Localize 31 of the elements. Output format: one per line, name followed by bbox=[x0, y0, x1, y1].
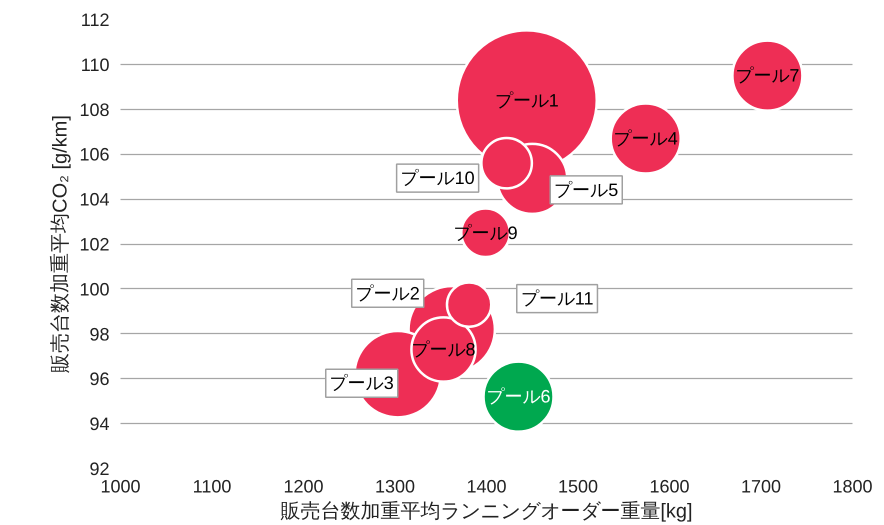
x-tick-label: 1100 bbox=[192, 476, 232, 496]
series-label: プール11 bbox=[520, 288, 594, 309]
y-tick-label: 96 bbox=[89, 369, 110, 390]
x-tick-label: 1200 bbox=[283, 476, 324, 496]
y-tick-label: 112 bbox=[80, 10, 110, 30]
y-tick-label: 106 bbox=[79, 144, 110, 165]
y-tick-label: 102 bbox=[79, 234, 110, 254]
x-tick-label: 1300 bbox=[374, 476, 416, 496]
y-tick-label: 110 bbox=[80, 54, 110, 75]
series-label: プール3 bbox=[330, 373, 394, 394]
series-label: プール4 bbox=[614, 128, 678, 148]
series-label: プール6 bbox=[486, 386, 551, 407]
x-tick-label: 1400 bbox=[466, 476, 507, 496]
x-tick-label: 1500 bbox=[558, 476, 598, 496]
x-tick-label: 1800 bbox=[832, 476, 873, 496]
series-label: プール2 bbox=[356, 283, 420, 304]
series-label: プール7 bbox=[735, 66, 800, 86]
y-tick-label: 100 bbox=[79, 279, 110, 300]
y-tick-label: 104 bbox=[79, 190, 110, 210]
x-tick-label: 1000 bbox=[100, 476, 141, 496]
x-tick-label: 1700 bbox=[740, 476, 782, 496]
series-label: プール10 bbox=[400, 168, 475, 188]
series-label: プール1 bbox=[494, 90, 559, 110]
x-tick-label: 1600 bbox=[649, 476, 690, 496]
y-axis-title: 販売台数加重平均CO₂ [g/km] bbox=[49, 115, 72, 373]
y-tick-label: 92 bbox=[89, 459, 110, 479]
y-tick-label: 98 bbox=[89, 324, 110, 344]
x-axis-title: 販売台数加重平均ランニングオーダー重量[kg] bbox=[280, 500, 693, 522]
series-label: プール5 bbox=[554, 180, 618, 200]
y-tick-label: 108 bbox=[79, 100, 110, 120]
y-tick-label: 94 bbox=[89, 414, 110, 434]
